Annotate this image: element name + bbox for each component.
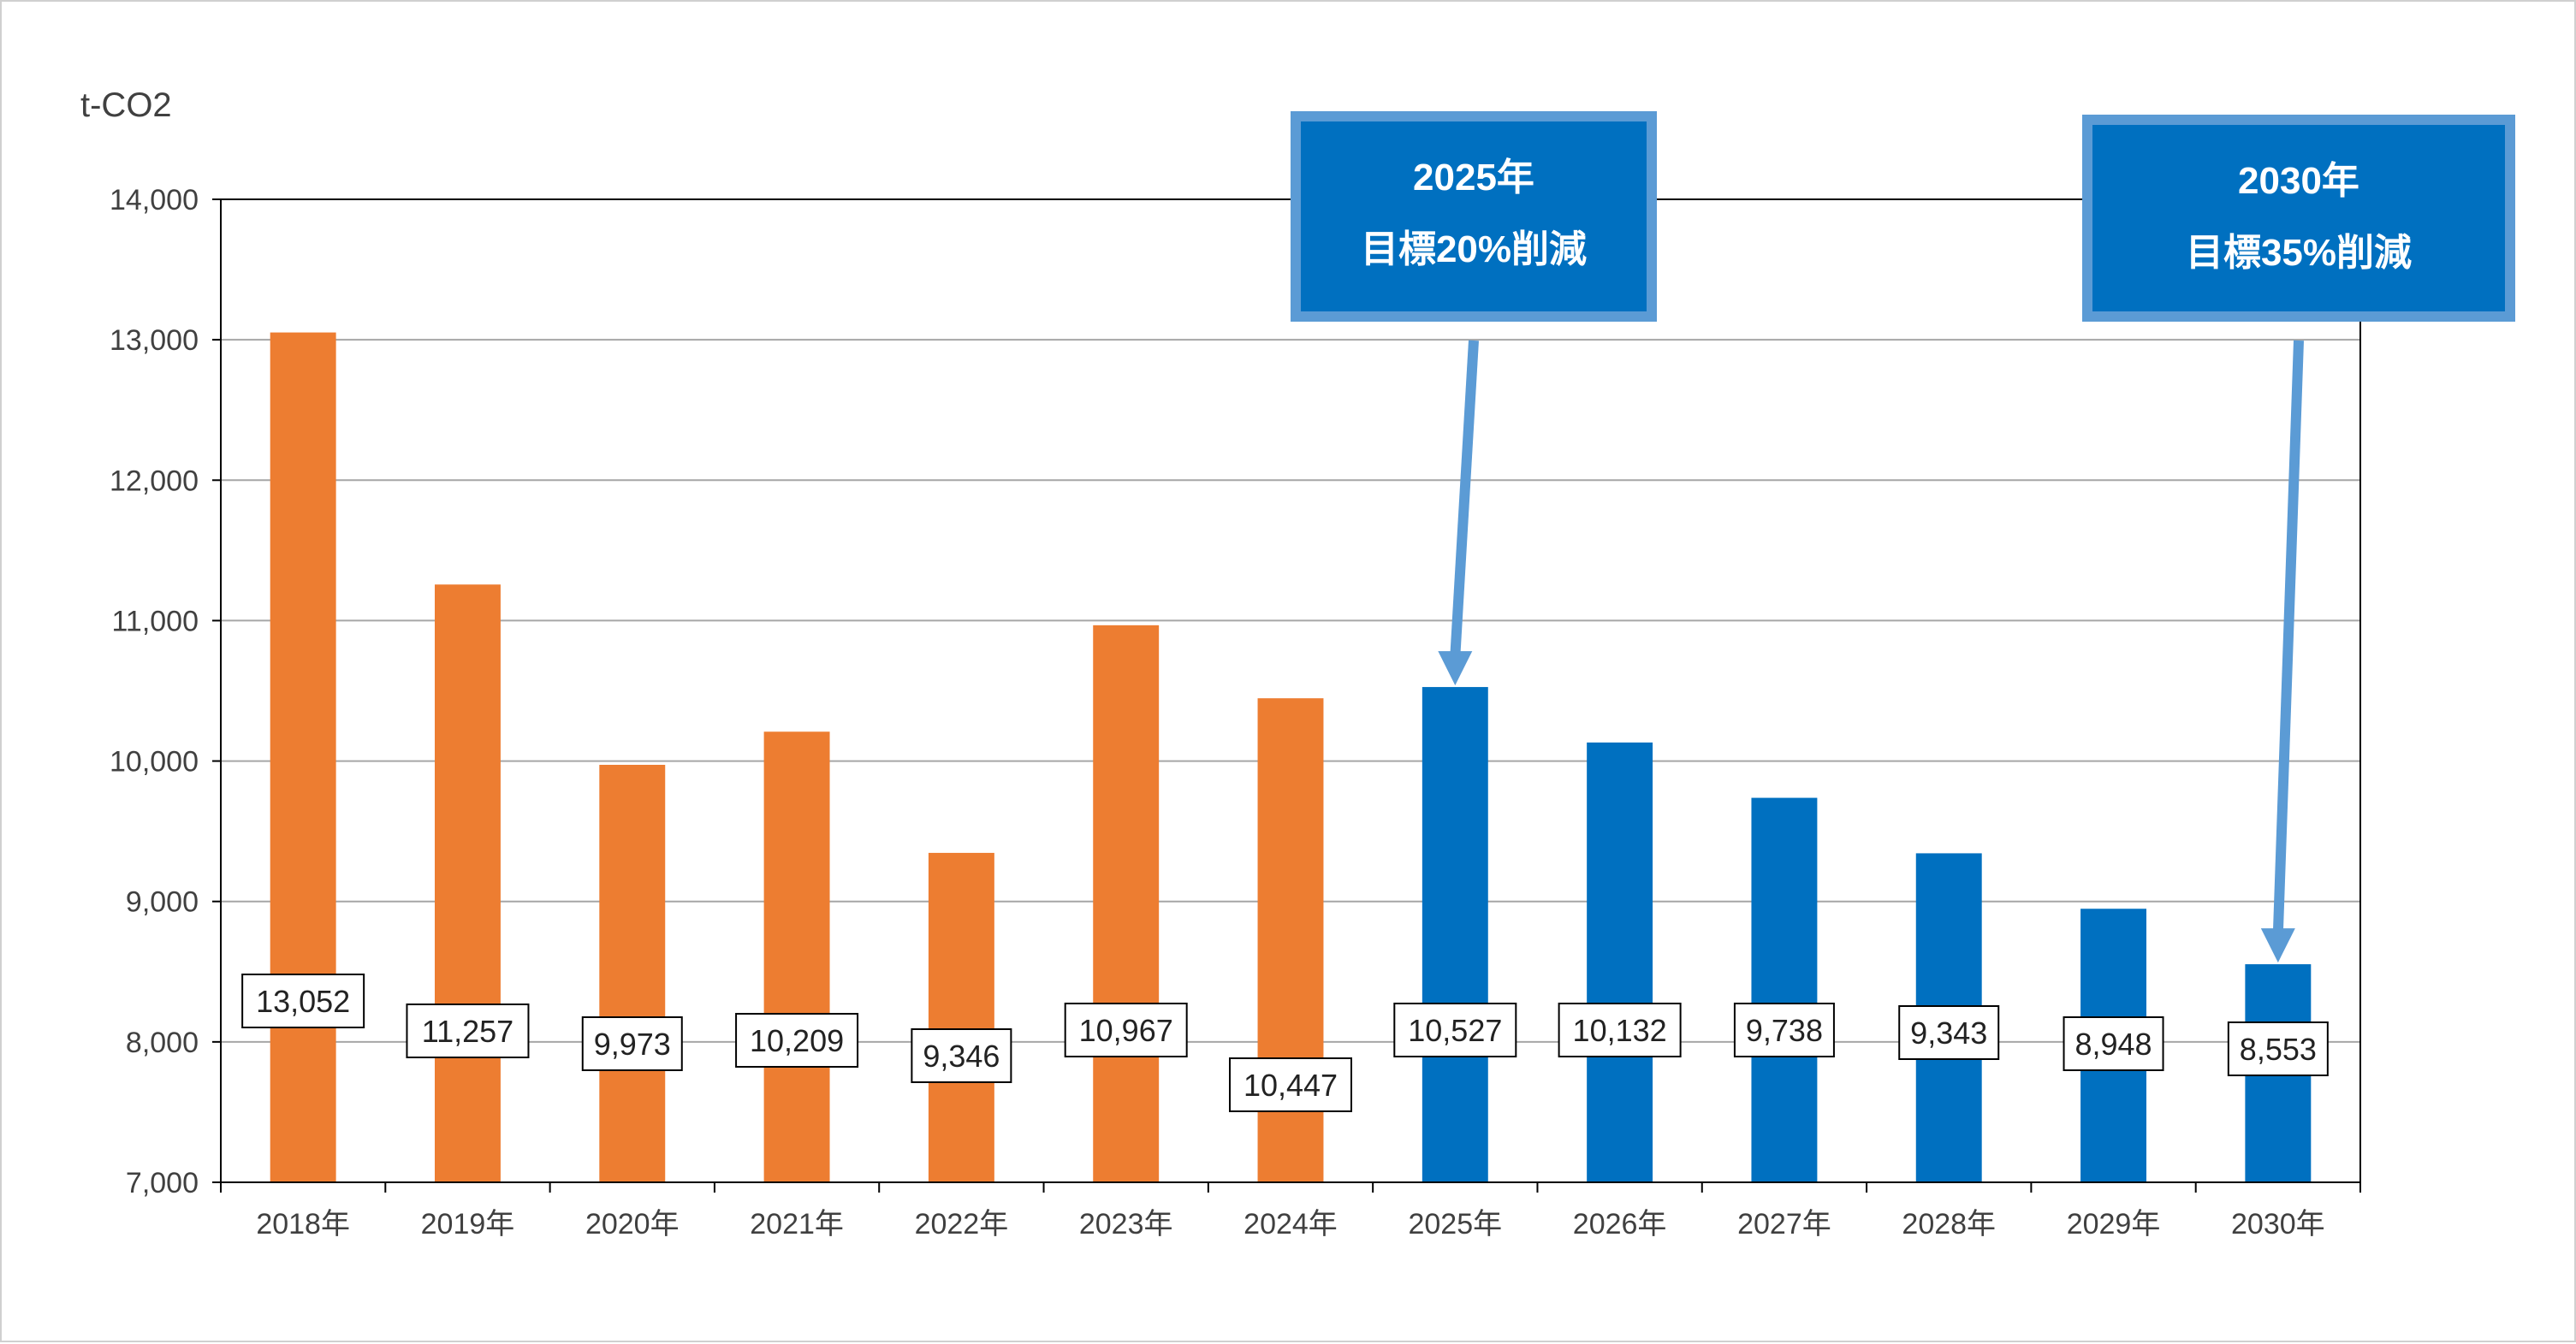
y-tick-label: 13,000 [110, 324, 199, 357]
x-tick-label: 2022年 [915, 1208, 1009, 1240]
data-label-box [735, 1013, 859, 1068]
data-label: 10,209 [750, 1023, 844, 1058]
x-tick-label: 2024年 [1243, 1208, 1338, 1240]
bar-2025年 [1422, 687, 1488, 1182]
data-label: 10,967 [1079, 1013, 1173, 1048]
data-label-box [241, 974, 365, 1028]
data-label: 8,948 [2074, 1027, 2152, 1062]
y-tick-label: 9,000 [126, 886, 199, 919]
x-tick-label: 2019年 [421, 1208, 515, 1240]
bar-2021年 [763, 731, 830, 1182]
data-label-box [1733, 1003, 1835, 1057]
y-tick-label: 10,000 [110, 746, 199, 779]
data-label: 8,553 [2240, 1032, 2317, 1067]
x-tick-label: 2027年 [1737, 1208, 1831, 1240]
x-tick-label: 2020年 [585, 1208, 680, 1240]
data-label: 10,447 [1243, 1068, 1338, 1103]
data-label-box [581, 1016, 683, 1071]
axes: 7,000 8,000 9,000 10,000 11,000 12,000 13,000 1… [80, 86, 2361, 1240]
annotation-arrow-shaft [2272, 340, 2304, 934]
y-tick-label: 14,000 [110, 184, 199, 216]
x-tick-label: 2026年 [1573, 1208, 1667, 1240]
annotation-arrow-shaft [1450, 340, 1479, 657]
data-label-box [2227, 1021, 2329, 1076]
data-label: 13,052 [256, 984, 350, 1019]
annotation-year-label: 2025年 [1413, 157, 1534, 198]
data-label: 10,527 [1408, 1013, 1502, 1048]
data-label: 9,343 [1910, 1015, 1987, 1051]
data-label: 9,738 [1746, 1013, 1823, 1048]
bar-2026年 [1587, 742, 1653, 1182]
data-label: 9,346 [923, 1039, 1000, 1074]
data-label-box [1229, 1057, 1352, 1112]
annotation-target-label: 目標20%削減 [1361, 228, 1587, 270]
x-tick-label: 2021年 [750, 1208, 844, 1240]
x-tick-label: 2018年 [256, 1208, 350, 1240]
data-label: 11,257 [422, 1014, 513, 1049]
data-labels: 13,052 11,257 9,973 10,209 9,346 10,967 10,447… [241, 974, 2329, 1112]
bar-2019年 [435, 584, 501, 1182]
y-tick-label: 8,000 [126, 1027, 199, 1059]
data-label-box [1558, 1003, 1682, 1057]
data-label: 9,973 [594, 1027, 671, 1062]
x-tick-label: 2023年 [1079, 1208, 1173, 1240]
y-tick-label: 7,000 [126, 1167, 199, 1199]
bar-2020年 [599, 765, 666, 1182]
data-label-box [2063, 1016, 2164, 1071]
y-axis-unit-label: t-CO2 [80, 86, 172, 124]
y-tick-label: 12,000 [110, 465, 199, 497]
x-tick-label: 2029年 [2067, 1208, 2161, 1240]
x-tick-label: 2030年 [2231, 1208, 2325, 1240]
data-label-box [406, 1004, 530, 1058]
data-label: 10,132 [1573, 1013, 1667, 1048]
data-label-box [1064, 1003, 1188, 1057]
data-label-box [1393, 1003, 1517, 1057]
annotation-arrow-head [1438, 651, 1473, 686]
annotation-year-label: 2030年 [2238, 160, 2359, 202]
y-tick-label: 11,000 [112, 605, 199, 637]
annotation-callout-box [2082, 115, 2515, 322]
data-label-box [1898, 1005, 2000, 1060]
x-tick-label: 2025年 [1408, 1208, 1502, 1240]
annotation-target-label: 目標35%削減 [2186, 232, 2412, 274]
bar-2023年 [1093, 625, 1160, 1182]
annotation-arrow-head [2260, 928, 2295, 963]
annotation-callout-box [1291, 111, 1657, 322]
bars [270, 332, 2312, 1182]
data-label-box [911, 1028, 1012, 1083]
x-tick-label: 2028年 [1902, 1208, 1996, 1240]
bar-2027年 [1751, 797, 1818, 1182]
bar-2022年 [928, 852, 994, 1182]
bar-2018年 [270, 332, 336, 1182]
